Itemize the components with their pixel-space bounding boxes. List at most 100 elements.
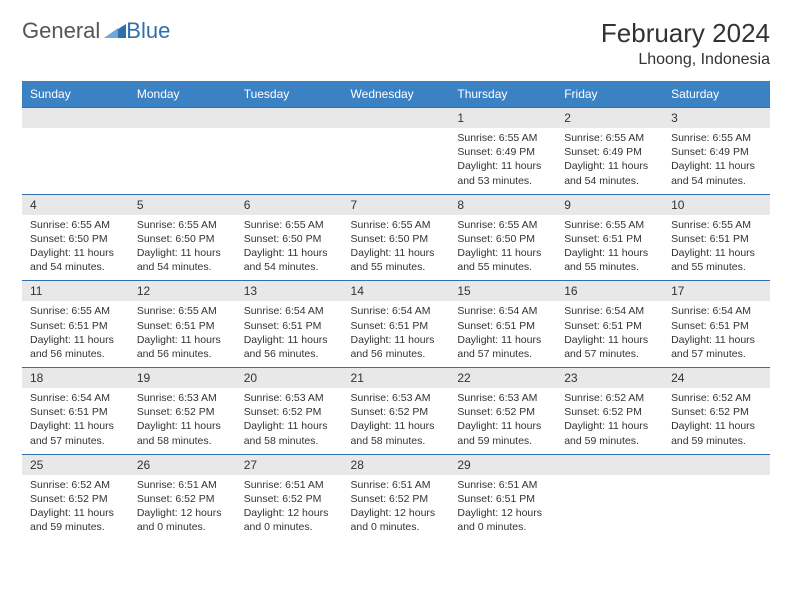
daylight-text: Daylight: 11 hours and 57 minutes.: [30, 419, 121, 447]
calendar-day-cell: 10Sunrise: 6:55 AMSunset: 6:51 PMDayligh…: [663, 194, 770, 281]
day-details: Sunrise: 6:53 AMSunset: 6:52 PMDaylight:…: [236, 388, 343, 454]
daylight-text: Daylight: 11 hours and 59 minutes.: [564, 419, 655, 447]
sunset-text: Sunset: 6:50 PM: [457, 232, 548, 246]
sunrise-text: Sunrise: 6:52 AM: [671, 391, 762, 405]
calendar-week-row: 4Sunrise: 6:55 AMSunset: 6:50 PMDaylight…: [22, 194, 770, 281]
sunrise-text: Sunrise: 6:55 AM: [457, 218, 548, 232]
day-number: 26: [129, 454, 236, 475]
day-details: Sunrise: 6:55 AMSunset: 6:51 PMDaylight:…: [22, 301, 129, 367]
day-details: Sunrise: 6:55 AMSunset: 6:50 PMDaylight:…: [449, 215, 556, 281]
sunset-text: Sunset: 6:52 PM: [137, 492, 228, 506]
day-number-empty: [129, 107, 236, 128]
sunrise-text: Sunrise: 6:55 AM: [137, 304, 228, 318]
sunrise-text: Sunrise: 6:55 AM: [671, 218, 762, 232]
weekday-header: Tuesday: [236, 81, 343, 107]
sunset-text: Sunset: 6:50 PM: [30, 232, 121, 246]
logo-triangle-icon: [104, 22, 126, 41]
sunset-text: Sunset: 6:51 PM: [457, 492, 548, 506]
calendar-day-cell: 19Sunrise: 6:53 AMSunset: 6:52 PMDayligh…: [129, 367, 236, 454]
day-details: Sunrise: 6:51 AMSunset: 6:52 PMDaylight:…: [129, 475, 236, 541]
sunrise-text: Sunrise: 6:54 AM: [30, 391, 121, 405]
day-number: 29: [449, 454, 556, 475]
daylight-text: Daylight: 11 hours and 56 minutes.: [137, 333, 228, 361]
location: Lhoong, Indonesia: [601, 51, 770, 69]
day-number: 18: [22, 367, 129, 388]
calendar-week-row: 11Sunrise: 6:55 AMSunset: 6:51 PMDayligh…: [22, 280, 770, 367]
sunset-text: Sunset: 6:51 PM: [30, 405, 121, 419]
calendar-day-cell: [343, 107, 450, 194]
day-details: Sunrise: 6:53 AMSunset: 6:52 PMDaylight:…: [343, 388, 450, 454]
sunset-text: Sunset: 6:51 PM: [564, 319, 655, 333]
sunset-text: Sunset: 6:52 PM: [244, 492, 335, 506]
calendar-day-cell: 21Sunrise: 6:53 AMSunset: 6:52 PMDayligh…: [343, 367, 450, 454]
sunset-text: Sunset: 6:52 PM: [671, 405, 762, 419]
sunset-text: Sunset: 6:52 PM: [244, 405, 335, 419]
sunset-text: Sunset: 6:52 PM: [351, 492, 442, 506]
calendar-day-cell: 4Sunrise: 6:55 AMSunset: 6:50 PMDaylight…: [22, 194, 129, 281]
sunset-text: Sunset: 6:52 PM: [564, 405, 655, 419]
day-number-empty: [22, 107, 129, 128]
sunset-text: Sunset: 6:51 PM: [564, 232, 655, 246]
sunset-text: Sunset: 6:51 PM: [351, 319, 442, 333]
day-details: Sunrise: 6:54 AMSunset: 6:51 PMDaylight:…: [449, 301, 556, 367]
daylight-text: Daylight: 11 hours and 54 minutes.: [244, 246, 335, 274]
sunset-text: Sunset: 6:49 PM: [671, 145, 762, 159]
calendar-day-cell: 15Sunrise: 6:54 AMSunset: 6:51 PMDayligh…: [449, 280, 556, 367]
calendar-day-cell: 7Sunrise: 6:55 AMSunset: 6:50 PMDaylight…: [343, 194, 450, 281]
day-number: 15: [449, 280, 556, 301]
calendar-day-cell: [663, 454, 770, 541]
day-details: Sunrise: 6:52 AMSunset: 6:52 PMDaylight:…: [22, 475, 129, 541]
sunrise-text: Sunrise: 6:55 AM: [564, 218, 655, 232]
sunrise-text: Sunrise: 6:52 AM: [30, 478, 121, 492]
weekday-header: Friday: [556, 81, 663, 107]
sunset-text: Sunset: 6:51 PM: [671, 319, 762, 333]
day-details: Sunrise: 6:55 AMSunset: 6:50 PMDaylight:…: [129, 215, 236, 281]
sunset-text: Sunset: 6:51 PM: [244, 319, 335, 333]
daylight-text: Daylight: 11 hours and 55 minutes.: [457, 246, 548, 274]
day-number: 2: [556, 107, 663, 128]
daylight-text: Daylight: 11 hours and 55 minutes.: [564, 246, 655, 274]
calendar-week-row: 18Sunrise: 6:54 AMSunset: 6:51 PMDayligh…: [22, 367, 770, 454]
day-details: Sunrise: 6:55 AMSunset: 6:51 PMDaylight:…: [556, 215, 663, 281]
day-number: 13: [236, 280, 343, 301]
logo-text-general: General: [22, 18, 100, 44]
day-number: 22: [449, 367, 556, 388]
calendar-day-cell: 24 Sunrise: 6:52 AMSunset: 6:52 PMDayligh…: [663, 367, 770, 454]
daylight-text: Daylight: 11 hours and 59 minutes.: [457, 419, 548, 447]
weekday-header: Wednesday: [343, 81, 450, 107]
day-number: 23: [556, 367, 663, 388]
sunrise-text: Sunrise: 6:55 AM: [244, 218, 335, 232]
day-number: 21: [343, 367, 450, 388]
calendar-day-cell: [129, 107, 236, 194]
day-number: 1: [449, 107, 556, 128]
day-details: Sunrise: 6:54 AMSunset: 6:51 PMDaylight:…: [343, 301, 450, 367]
weekday-header: Monday: [129, 81, 236, 107]
day-number: 17: [663, 280, 770, 301]
day-number: 24: [663, 367, 770, 388]
day-number: 3: [663, 107, 770, 128]
title-block: February 2024 Lhoong, Indonesia: [601, 18, 770, 69]
day-details: Sunrise: 6:55 AMSunset: 6:51 PMDaylight:…: [663, 215, 770, 281]
day-details: Sunrise: 6:54 AMSunset: 6:51 PMDaylight:…: [556, 301, 663, 367]
calendar-table: Sunday Monday Tuesday Wednesday Thursday…: [22, 81, 770, 540]
daylight-text: Daylight: 11 hours and 54 minutes.: [564, 159, 655, 187]
daylight-text: Daylight: 11 hours and 57 minutes.: [457, 333, 548, 361]
logo-text-blue: Blue: [126, 18, 170, 44]
day-number-empty: [663, 454, 770, 475]
calendar-day-cell: 14Sunrise: 6:54 AMSunset: 6:51 PMDayligh…: [343, 280, 450, 367]
calendar-day-cell: 16Sunrise: 6:54 AMSunset: 6:51 PMDayligh…: [556, 280, 663, 367]
calendar-day-cell: 23Sunrise: 6:52 AMSunset: 6:52 PMDayligh…: [556, 367, 663, 454]
day-details: Sunrise: 6:54 AMSunset: 6:51 PMDaylight:…: [663, 301, 770, 367]
day-details: Sunrise: 6:55 AMSunset: 6:51 PMDaylight:…: [129, 301, 236, 367]
calendar-day-cell: 25Sunrise: 6:52 AMSunset: 6:52 PMDayligh…: [22, 454, 129, 541]
day-number: 11: [22, 280, 129, 301]
calendar-day-cell: 27Sunrise: 6:51 AMSunset: 6:52 PMDayligh…: [236, 454, 343, 541]
day-details: Sunrise: 6:55 AMSunset: 6:50 PMDaylight:…: [22, 215, 129, 281]
daylight-text: Daylight: 11 hours and 59 minutes.: [671, 419, 762, 447]
sunrise-text: Sunrise: 6:53 AM: [137, 391, 228, 405]
day-number: 20: [236, 367, 343, 388]
logo: General Blue: [22, 18, 170, 44]
sunrise-text: Sunrise: 6:51 AM: [244, 478, 335, 492]
day-number: 10: [663, 194, 770, 215]
day-details: Sunrise: 6:51 AMSunset: 6:51 PMDaylight:…: [449, 475, 556, 541]
